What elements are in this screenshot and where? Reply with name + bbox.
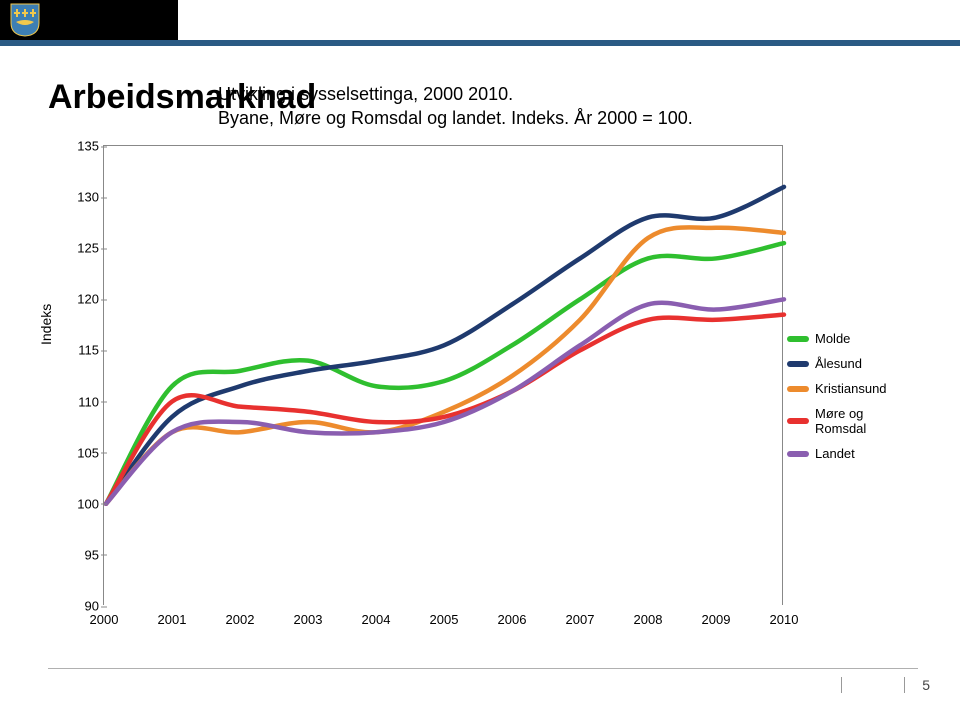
y-tick-label: 120 — [69, 292, 99, 307]
y-tick-label: 110 — [69, 394, 99, 409]
x-tick-label: 2004 — [362, 612, 391, 627]
legend-label: Kristiansund — [815, 381, 887, 396]
y-tick-label: 130 — [69, 190, 99, 205]
y-tick-label: 135 — [69, 139, 99, 154]
legend-item: Møre og Romsdal — [787, 406, 917, 436]
y-tick-label: 105 — [69, 445, 99, 460]
x-tick-label: 2009 — [702, 612, 731, 627]
subtitle-line-1: Utvikling i sysselsettinga, 2000 2010. — [218, 84, 513, 105]
legend: Molde Ålesund Kristiansund Møre og Romsdal L… — [787, 331, 917, 471]
legend-label: Ålesund — [815, 356, 862, 371]
legend-swatch — [787, 361, 809, 367]
y-axis-label: Indeks — [38, 304, 54, 345]
y-tick-label: 115 — [69, 343, 99, 358]
legend-item: Kristiansund — [787, 381, 917, 396]
legend-item: Ålesund — [787, 356, 917, 371]
x-tick-label: 2007 — [566, 612, 595, 627]
x-tick-label: 2010 — [770, 612, 799, 627]
legend-item: Landet — [787, 446, 917, 461]
x-tick-label: 2002 — [226, 612, 255, 627]
series-line — [106, 187, 784, 504]
footer-divider — [904, 677, 905, 693]
legend-label: Møre og Romsdal — [815, 406, 917, 436]
slide: Arbeidsmarknad Utvikling i sysselsetting… — [0, 0, 960, 709]
x-tick-label: 2005 — [430, 612, 459, 627]
chart-svg — [104, 146, 784, 606]
y-tick-label: 100 — [69, 496, 99, 511]
legend-swatch — [787, 386, 809, 392]
subtitle-line-2: Byane, Møre og Romsdal og landet. Indeks… — [218, 108, 693, 129]
header-strip — [0, 40, 960, 46]
y-tick-label: 125 — [69, 241, 99, 256]
x-tick-label: 2001 — [158, 612, 187, 627]
y-tick-label: 95 — [69, 547, 99, 562]
legend-label: Landet — [815, 446, 855, 461]
header — [0, 0, 960, 48]
coat-of-arms-icon — [10, 3, 40, 37]
footer-line — [48, 668, 918, 669]
x-tick-label: 2000 — [90, 612, 119, 627]
series-line — [106, 243, 784, 504]
footer-divider — [841, 677, 842, 693]
x-tick-label: 2003 — [294, 612, 323, 627]
x-tick-label: 2006 — [498, 612, 527, 627]
chart: Indeks MoldeÅlesundKristiansundMøre og R… — [48, 145, 918, 645]
legend-swatch — [787, 418, 809, 424]
series-line — [106, 299, 784, 503]
legend-swatch — [787, 336, 809, 342]
x-tick-label: 2008 — [634, 612, 663, 627]
series-line — [106, 227, 784, 503]
plot-area: MoldeÅlesundKristiansundMøre og RomsdalL… — [103, 145, 783, 605]
legend-label: Molde — [815, 331, 850, 346]
legend-item: Molde — [787, 331, 917, 346]
legend-swatch — [787, 451, 809, 457]
page-number: 5 — [922, 677, 930, 693]
